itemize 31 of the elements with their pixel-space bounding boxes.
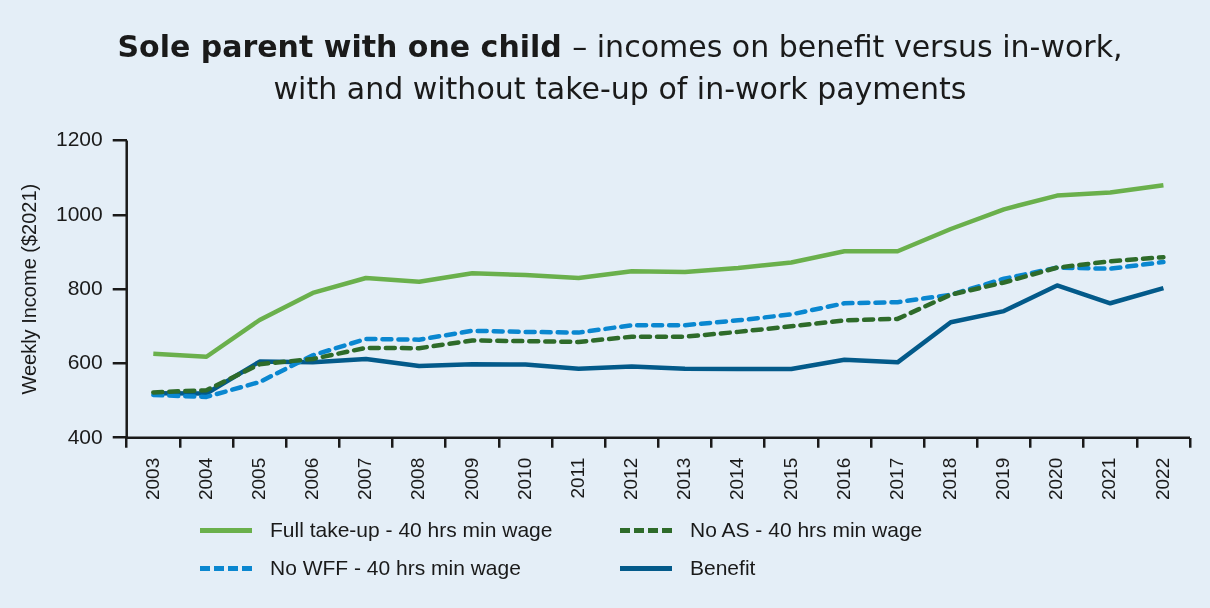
x-tick-label: 2014 xyxy=(726,457,748,501)
x-tick-label: 2008 xyxy=(407,457,429,501)
x-tick-label: 2009 xyxy=(460,457,482,501)
chart-title: Sole parent with one child – incomes on benefit versus in-work, with and without take-up of in-work payments xyxy=(116,28,1124,108)
x-tick-label: 2006 xyxy=(301,457,323,501)
y-axis-title: Weekly Income ($2021) xyxy=(17,183,40,395)
x-tick-label: 2007 xyxy=(354,457,376,501)
x-tick-label: 2020 xyxy=(1045,457,1067,501)
x-tick-label: 2012 xyxy=(620,457,642,501)
y-tick-label: 800 xyxy=(67,275,103,299)
y-tick-label: 600 xyxy=(67,350,103,374)
x-tick-label: 2010 xyxy=(513,457,535,501)
y-tick-label: 1000 xyxy=(56,201,103,225)
legend-label: No WFF - 40 hrs min wage xyxy=(270,556,521,580)
x-tick-label: 2013 xyxy=(673,457,695,501)
x-tick-label: 2011 xyxy=(566,457,588,499)
x-tick-label: 2017 xyxy=(885,457,907,501)
x-tick-label: 2021 xyxy=(1098,457,1120,501)
x-tick-label: 2005 xyxy=(247,457,269,501)
x-tick-label: 2019 xyxy=(992,457,1014,501)
x-tick-label: 2022 xyxy=(1151,457,1173,501)
legend-label: Benefit xyxy=(690,556,756,580)
legend-label: No AS - 40 hrs min wage xyxy=(690,518,923,542)
x-tick-label: 2004 xyxy=(194,457,216,501)
x-tick-label: 2018 xyxy=(939,457,960,501)
x-tick-label: 2003 xyxy=(141,457,163,501)
y-tick-label: 400 xyxy=(67,424,103,448)
x-tick-label: 2016 xyxy=(832,457,854,501)
y-tick-label: 1200 xyxy=(56,127,103,151)
legend-label: Full take-up - 40 hrs min wage xyxy=(270,518,553,542)
x-tick-label: 2015 xyxy=(779,457,801,501)
